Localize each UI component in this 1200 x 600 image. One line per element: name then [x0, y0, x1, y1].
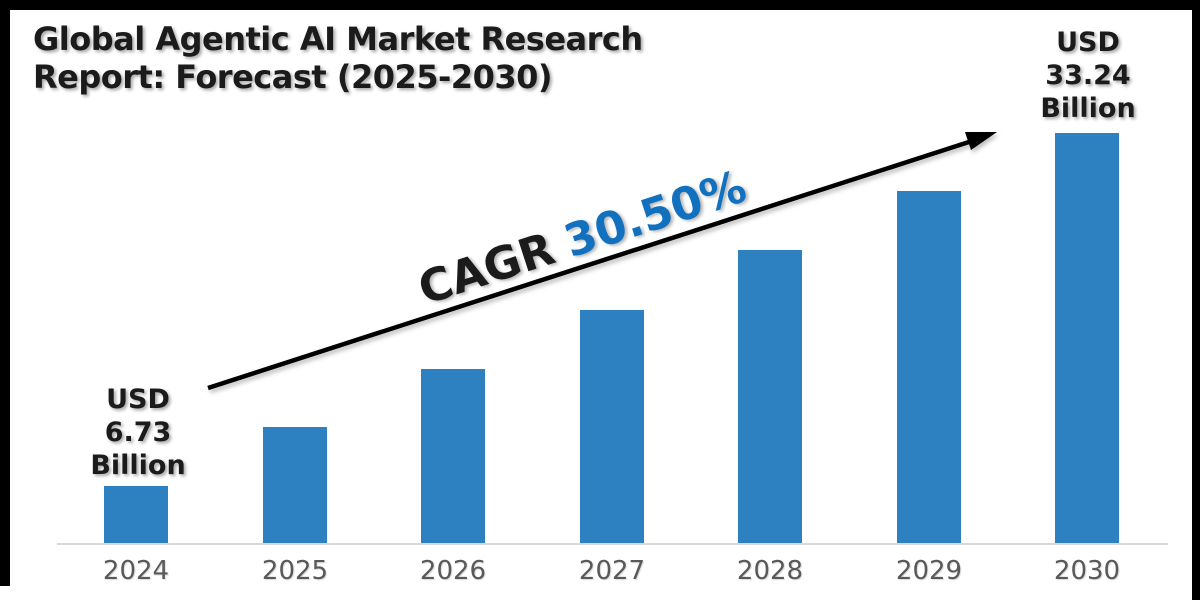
cagr-prefix: CAGR [411, 221, 561, 315]
chart-title: Global Agentic AI Market Research Report… [33, 20, 643, 96]
x-axis-line [57, 543, 1168, 545]
x-axis-label-2024: 2024 [102, 556, 170, 586]
bar-2028 [738, 250, 802, 543]
chart-title-line1: Global Agentic AI Market Research [33, 20, 643, 58]
x-axis-label-2029: 2029 [895, 556, 963, 586]
value-label-2024-unit: Billion [90, 450, 186, 481]
value-label-2030: USD 33.24 Billion [998, 26, 1178, 125]
value-label-2030-unit: Billion [1040, 93, 1136, 124]
cagr-value: 30.50% [557, 159, 753, 268]
bar-2024 [104, 486, 168, 543]
x-axis-label-2025: 2025 [261, 556, 329, 586]
bar-2029 [897, 191, 961, 543]
x-axis-label-2030: 2030 [1053, 556, 1121, 586]
frame-border-left [0, 0, 10, 586]
frame-border-top [0, 0, 1200, 10]
value-label-2024-currency: USD [106, 384, 170, 415]
cagr-label: CAGR 30.50% [411, 156, 753, 318]
x-axis-label-2028: 2028 [736, 556, 804, 586]
value-label-2030-amount: 33.24 [1045, 60, 1131, 91]
bar-2026 [421, 369, 485, 543]
value-label-2024: USD 6.73 Billion [48, 383, 228, 482]
bar-2027 [580, 310, 644, 543]
value-label-2030-currency: USD [1056, 27, 1120, 58]
x-axis-label-2026: 2026 [419, 556, 487, 586]
frame-border-right [1192, 0, 1200, 600]
chart-title-line2: Report: Forecast (2025-2030) [33, 58, 552, 96]
x-axis-label-2027: 2027 [578, 556, 646, 586]
bar-2030 [1055, 133, 1119, 543]
bar-2025 [263, 427, 327, 543]
value-label-2024-amount: 6.73 [104, 417, 172, 448]
